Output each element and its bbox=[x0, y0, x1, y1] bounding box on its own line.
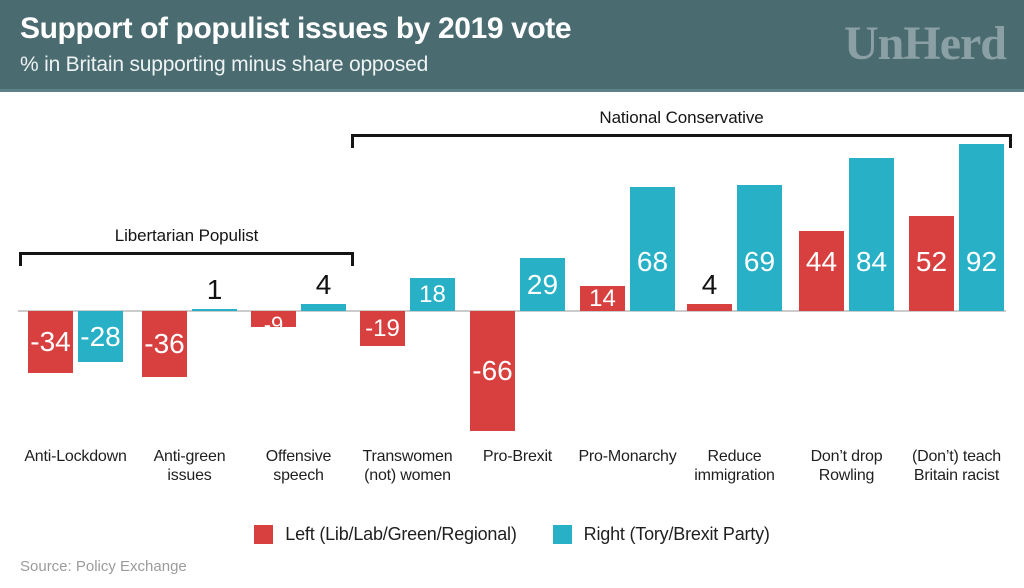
category-label-pro-brexit: Pro-Brexit bbox=[482, 448, 553, 465]
value-label: 18 bbox=[419, 280, 446, 308]
value-label: -34 bbox=[30, 325, 71, 357]
value-label: 84 bbox=[855, 245, 888, 277]
value-label: 68 bbox=[636, 245, 669, 277]
bar-right-anti-green-issues: 1 bbox=[192, 274, 237, 311]
bracket-libertarian-populist bbox=[19, 252, 354, 266]
bar-left-offensive-speech: -9 bbox=[251, 311, 296, 337]
legend-item-right: Right (Tory/Brexit Party) bbox=[552, 523, 770, 545]
bar-right-pro-brexit: 29 bbox=[520, 258, 565, 311]
bracket-label-libertarian-populist: Libertarian Populist bbox=[114, 226, 259, 245]
value-label: 4 bbox=[315, 268, 332, 300]
value-label: 44 bbox=[805, 245, 838, 277]
value-label: 29 bbox=[526, 268, 559, 300]
header: Support of populist issues by 2019 vote … bbox=[0, 0, 1024, 92]
bar-right-offensive-speech: 4 bbox=[301, 269, 346, 311]
bar-left-don-t-drop-rowling: 44 bbox=[799, 231, 844, 311]
category-label-don-t-drop-rowling: Don’t drop Rowling bbox=[810, 448, 883, 484]
bar-chart: Libertarian Populist National Conservativ… bbox=[0, 95, 1024, 495]
value-label: 1 bbox=[206, 273, 223, 305]
category-label-anti-green-issues: Anti-green issues bbox=[153, 448, 226, 484]
value-label: -19 bbox=[365, 314, 400, 342]
value-label: 69 bbox=[743, 245, 776, 277]
bar-right-don-t-drop-rowling: 84 bbox=[849, 158, 894, 311]
bar-left-reduce-immigration: 4 bbox=[687, 269, 732, 311]
bar-left-anti-green-issues: -36 bbox=[142, 311, 187, 377]
value-label: 52 bbox=[915, 245, 948, 277]
category-label-transwomen-not-women: Transwomen (not) women bbox=[362, 448, 453, 484]
value-label: 14 bbox=[589, 284, 616, 312]
value-label: -36 bbox=[144, 327, 185, 359]
legend-label-left: Left (Lib/Lab/Green/Regional) bbox=[285, 523, 517, 544]
unherd-logo: UnHerd bbox=[844, 17, 1007, 70]
legend-swatch-right bbox=[552, 524, 572, 544]
bar-right-reduce-immigration: 69 bbox=[737, 185, 782, 311]
category-label-offensive-speech: Offensive speech bbox=[265, 448, 332, 484]
value-label: 92 bbox=[965, 245, 998, 277]
bar-right-transwomen-not-women: 18 bbox=[410, 278, 455, 311]
bar-left-transwomen-not-women: -19 bbox=[360, 311, 405, 346]
value-label: 4 bbox=[701, 268, 718, 300]
bar-right-anti-lockdown: -28 bbox=[78, 311, 123, 362]
bracket-national-conservative bbox=[351, 134, 1012, 148]
category-label-reduce-immigration: Reduce immigration bbox=[694, 448, 775, 484]
bar-left-pro-monarchy: 14 bbox=[580, 284, 625, 312]
value-label: -9 bbox=[263, 312, 284, 337]
value-label: -28 bbox=[80, 320, 121, 352]
chart-subtitle: % in Britain supporting minus share oppo… bbox=[20, 53, 429, 76]
legend-swatch-left bbox=[254, 524, 274, 544]
bar-left-pro-brexit: -66 bbox=[470, 311, 515, 431]
bracket-label-national-conservative: National Conservative bbox=[599, 108, 764, 127]
legend-item-left: Left (Lib/Lab/Green/Regional) bbox=[254, 523, 517, 545]
bar-right-pro-monarchy: 68 bbox=[630, 187, 675, 311]
legend-label-right: Right (Tory/Brexit Party) bbox=[583, 523, 770, 544]
category-label-pro-monarchy: Pro-Monarchy bbox=[578, 448, 677, 465]
value-label: -66 bbox=[472, 354, 513, 386]
chart-title: Support of populist issues by 2019 vote bbox=[20, 12, 572, 45]
source-note: Source: Policy Exchange bbox=[20, 558, 187, 575]
bar-left-anti-lockdown: -34 bbox=[28, 311, 73, 373]
bar-right-don-t-teach-britain-racist: 92 bbox=[959, 144, 1004, 311]
bar-left-don-t-teach-britain-racist: 52 bbox=[909, 216, 954, 311]
category-label-anti-lockdown: Anti-Lockdown bbox=[24, 448, 127, 465]
legend: Left (Lib/Lab/Green/Regional) Right (Tory… bbox=[0, 519, 1024, 549]
category-label-don-t-teach-britain-racist: (Don’t) teach Britain racist bbox=[912, 448, 1001, 484]
